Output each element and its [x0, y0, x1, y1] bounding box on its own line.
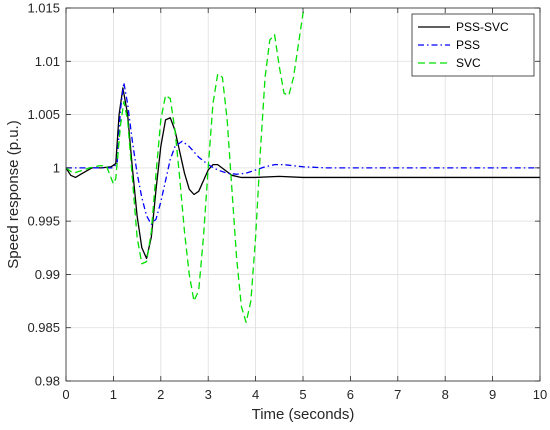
- y-tick-label: 1: [53, 160, 60, 175]
- x-tick-label: 9: [489, 387, 496, 402]
- series-line-svc: [66, 8, 306, 324]
- x-tick-label: 1: [110, 387, 117, 402]
- y-tick-label: 1.005: [27, 107, 60, 122]
- x-axis-label: Time (seconds): [252, 406, 355, 423]
- y-tick-label: 1.015: [27, 1, 60, 16]
- axis-ticks: 0 1 2 3 4 5 6 7 8 9 10 0.98 0.985 0.99 0.995 1 1.005 1.01…: [27, 1, 547, 403]
- series-lines: [66, 8, 540, 324]
- x-tick-label: 7: [394, 387, 401, 402]
- legend-label: PSS-SVC: [456, 20, 509, 34]
- y-tick-label: 1.01: [35, 54, 60, 69]
- x-tick-label: 10: [533, 387, 547, 402]
- y-tick-label: 0.995: [27, 214, 60, 229]
- legend-label: SVC: [456, 56, 481, 70]
- x-tick-label: 4: [252, 387, 259, 402]
- y-axis-label: Speed response (p.u.): [5, 120, 22, 268]
- series-line-pss: [66, 81, 540, 225]
- y-tick-label: 0.99: [35, 267, 60, 282]
- legend: PSS-SVC PSS SVC: [411, 13, 535, 77]
- x-tick-label: 8: [442, 387, 449, 402]
- legend-label: PSS: [456, 38, 480, 52]
- y-tick-label: 0.985: [27, 320, 60, 335]
- x-tick-label: 3: [205, 387, 212, 402]
- x-tick-label: 5: [299, 387, 306, 402]
- x-tick-label: 6: [347, 387, 354, 402]
- x-tick-label: 0: [62, 387, 69, 402]
- x-tick-label: 2: [157, 387, 164, 402]
- y-tick-label: 0.98: [35, 374, 60, 389]
